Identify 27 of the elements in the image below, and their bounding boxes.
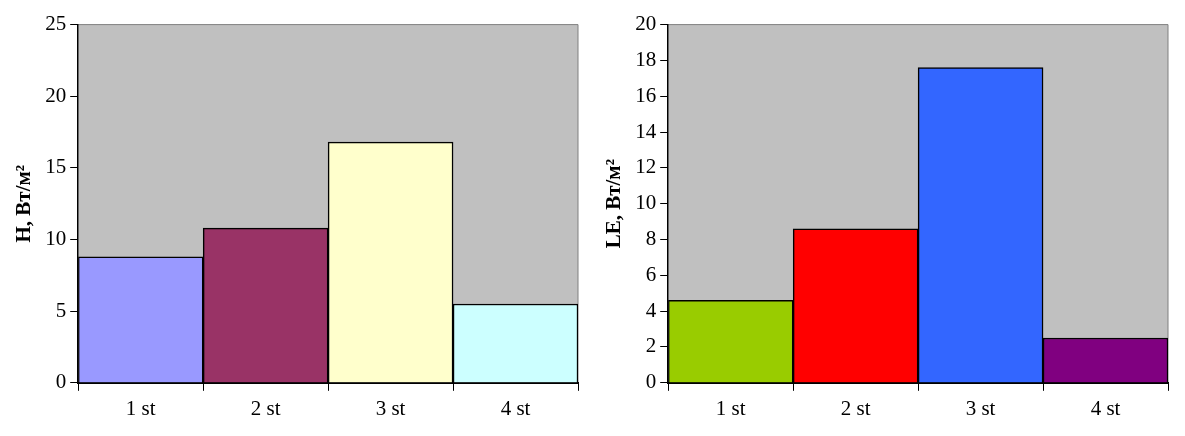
- y-tick-label: 8: [645, 226, 657, 251]
- x-tick-label: 4 st: [1090, 395, 1121, 420]
- y-axis-title: LE, Вт/м²: [601, 159, 626, 249]
- y-tick-label: 20: [635, 11, 657, 36]
- y-tick-label: 6: [645, 261, 657, 286]
- y-tick-label: 14: [635, 118, 657, 143]
- y-tick-label: 10: [45, 226, 67, 251]
- y-tick-label: 4: [645, 297, 657, 322]
- y-tick-label: 15: [45, 154, 67, 179]
- x-tick-label: 1 st: [715, 395, 746, 420]
- y-tick-label: 20: [45, 82, 67, 107]
- y-tick-label: 12: [635, 154, 657, 179]
- x-tick-label: 1 st: [125, 395, 156, 420]
- y-tick-label: 2: [645, 333, 657, 358]
- x-tick-label: 3 st: [965, 395, 996, 420]
- y-tick-label: 25: [45, 11, 67, 36]
- x-tick-label: 2 st: [840, 395, 871, 420]
- x-tick-label: 3 st: [375, 395, 406, 420]
- y-tick-label: 5: [55, 297, 67, 322]
- x-tick-label: 4 st: [500, 395, 531, 420]
- y-tick-label: 18: [635, 46, 657, 71]
- x-tick-label: 2 st: [250, 395, 281, 420]
- y-tick-label: 0: [645, 369, 657, 394]
- y-tick-label: 0: [55, 369, 67, 394]
- y-axis-title: H, Вт/м²: [11, 164, 36, 243]
- y-tick-label: 16: [635, 82, 657, 107]
- y-tick-label: 10: [635, 190, 657, 215]
